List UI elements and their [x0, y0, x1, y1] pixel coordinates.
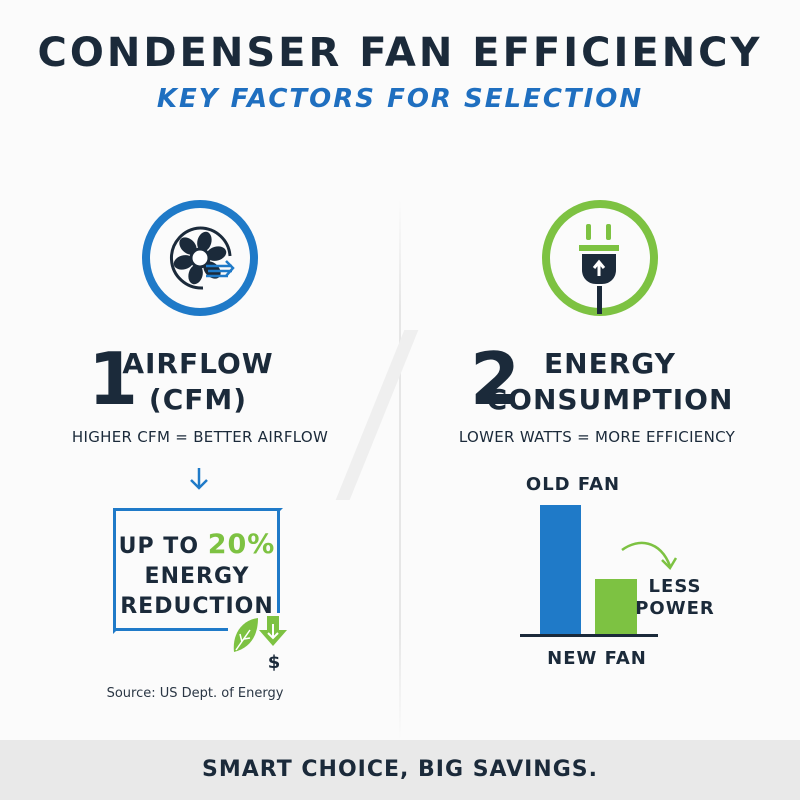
old-fan-label: OLD FAN [525, 474, 621, 495]
airflow-heading: AIRFLOW (CFM) [122, 346, 273, 418]
heading-line: ENERGY [544, 347, 676, 380]
airflow-description: HIGHER CFM = BETTER AIRFLOW [71, 428, 329, 446]
callout-box-edge [113, 628, 228, 631]
page-subtitle: KEY FACTORS FOR SELECTION [156, 84, 644, 114]
center-divider [399, 200, 401, 740]
plug-icon [542, 200, 658, 316]
decorative-slash [335, 330, 419, 500]
callout-line: ENERGY [144, 564, 250, 589]
energy-description: LOWER WATTS = MORE EFFICIENCY [458, 428, 736, 446]
dollar-sign: $ [267, 652, 281, 673]
source-note: Source: US Dept. of Energy [106, 686, 284, 701]
heading-line: (CFM) [148, 383, 248, 416]
annotation-line: POWER [635, 598, 715, 619]
footer-tagline: SMART CHOICE, BIG SAVINGS. [202, 757, 598, 782]
callout-prefix: UP TO [118, 534, 200, 559]
chart-baseline [520, 634, 658, 637]
footer-band [0, 740, 800, 800]
curved-arrow-icon [621, 541, 678, 571]
callout-line: REDUCTION [120, 594, 274, 619]
callout-box-edge [277, 508, 280, 613]
less-power-annotation: LESS POWER [635, 576, 715, 620]
page-title: CONDENSER FAN EFFICIENCY [37, 30, 763, 76]
heading-line: CONSUMPTION [486, 383, 734, 416]
callout-percent: 20% [207, 529, 276, 560]
leaf-icon [233, 618, 258, 652]
arrow-down-icon [190, 468, 208, 490]
callout-text: UP TO 20% ENERGY REDUCTION [119, 530, 276, 622]
factor-number-1: 1 [88, 337, 139, 421]
fan-icon [142, 200, 258, 316]
old-fan-bar [540, 505, 581, 635]
new-fan-label: NEW FAN [547, 648, 647, 669]
annotation-line: LESS [648, 576, 702, 597]
heading-line: AIRFLOW [122, 347, 274, 380]
new-fan-bar [595, 579, 637, 635]
energy-heading: ENERGY CONSUMPTION [487, 346, 734, 418]
green-down-arrow-icon [259, 616, 287, 646]
callout-box [113, 508, 283, 634]
factor-number-2: 2 [470, 337, 521, 421]
